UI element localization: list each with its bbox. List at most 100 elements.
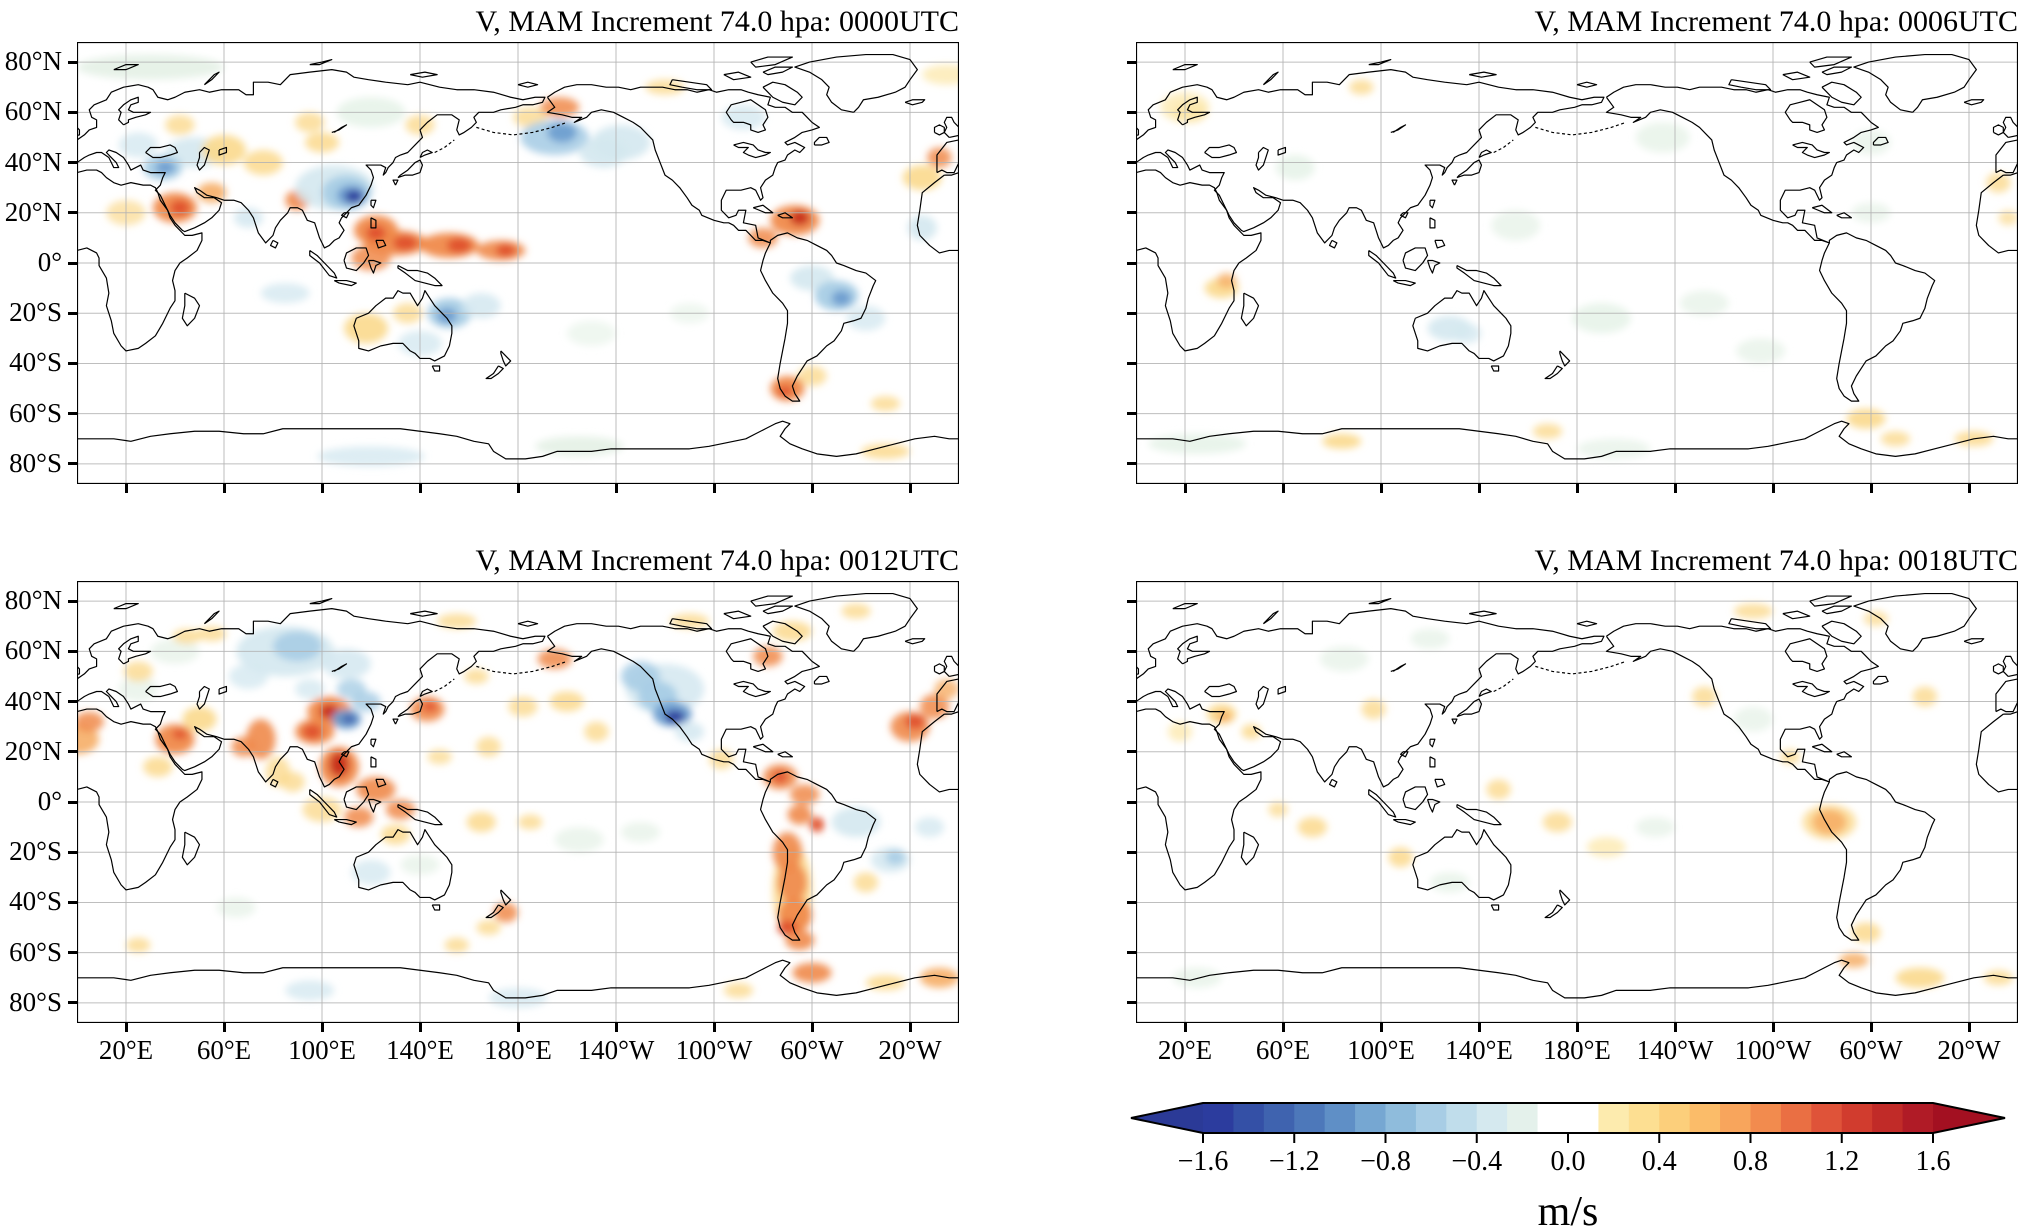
increment-field <box>77 603 959 1008</box>
lat-tick <box>68 110 77 114</box>
lon-tick <box>712 484 716 493</box>
lat-tick <box>1127 900 1136 904</box>
lat-tick <box>1127 361 1136 365</box>
lon-tick <box>810 1023 814 1032</box>
lon-tick <box>1967 484 1971 493</box>
colorbar-units-label: m/s <box>1537 1189 1599 1232</box>
lon-tick <box>516 1023 520 1032</box>
lat-tick-label: 60°S <box>9 397 62 428</box>
lat-tick <box>1127 750 1136 754</box>
world-map-0012utc <box>77 581 959 1023</box>
lon-tick <box>1673 484 1677 493</box>
lat-tick <box>68 261 77 265</box>
lon-tick <box>320 1023 324 1032</box>
lon-tick <box>516 484 520 493</box>
lon-tick <box>222 1023 226 1032</box>
lat-tick-label: 40°N <box>4 146 62 177</box>
lat-tick-label: 80°S <box>9 986 62 1017</box>
lon-tick-label: 20°W <box>878 1035 942 1065</box>
lon-tick <box>1771 1023 1775 1032</box>
lon-tick-label: 180°E <box>484 1035 552 1065</box>
world-map-0000utc <box>77 42 959 484</box>
lat-tick <box>1127 599 1136 603</box>
lat-tick <box>68 750 77 754</box>
lat-tick <box>68 649 77 653</box>
lat-tick <box>68 900 77 904</box>
colorbar-tick-label: 0.8 <box>1733 1146 1768 1177</box>
lon-tick <box>1477 1023 1481 1032</box>
coastlines <box>547 55 959 459</box>
lon-tick <box>1575 1023 1579 1032</box>
lat-tick-label: 20°N <box>4 735 62 766</box>
lat-tick <box>1127 412 1136 416</box>
coastlines <box>1606 55 2018 459</box>
lat-tick-label: 80°S <box>9 447 62 478</box>
world-map-0018utc <box>1136 581 2018 1023</box>
lat-tick <box>68 800 77 804</box>
colorbar <box>1128 1100 2010 1146</box>
world-map-0006utc <box>1136 42 2018 484</box>
lat-tick <box>68 161 77 165</box>
lat-tick-label: 0° <box>37 786 62 816</box>
colorbar-tick-label: 0.0 <box>1550 1146 1586 1177</box>
lat-tick-label: 60°S <box>9 936 62 967</box>
lon-tick <box>1379 484 1383 493</box>
colorbar-svg <box>1130 1102 2006 1143</box>
lon-tick-label: 100°W <box>1734 1035 1812 1065</box>
colorbar-right-arrow <box>1933 1103 2005 1133</box>
lat-tick <box>1127 110 1136 114</box>
lon-tick <box>1379 1023 1383 1032</box>
lon-tick <box>810 484 814 493</box>
lat-tick-label: 20°N <box>4 196 62 227</box>
colorbar-tick-label: −1.6 <box>1177 1146 1229 1177</box>
lat-tick <box>68 211 77 215</box>
lon-tick-label: 60°E <box>196 1035 252 1065</box>
lon-tick <box>1281 1023 1285 1032</box>
colorbar-tick-label: 1.6 <box>1915 1146 1951 1177</box>
lon-tick-label: 60°W <box>1839 1035 1903 1065</box>
colorbar-tick-label: −0.8 <box>1360 1146 1411 1177</box>
graticule <box>1136 581 2018 1023</box>
lat-tick <box>68 700 77 704</box>
lat-tick <box>68 951 77 955</box>
lat-tick <box>68 361 77 365</box>
lat-tick-label: 40°S <box>9 347 62 378</box>
lat-tick <box>68 412 77 416</box>
lon-tick <box>418 1023 422 1032</box>
lat-tick-label: 40°N <box>4 685 62 716</box>
lat-tick <box>1127 1001 1136 1005</box>
increment-field <box>1167 603 2014 988</box>
increment-field <box>1148 79 2018 459</box>
colorbar-tick-label: −1.2 <box>1268 1146 1320 1177</box>
lon-tick <box>614 1023 618 1032</box>
lon-tick-label: 60°W <box>780 1035 844 1065</box>
lon-tick <box>124 1023 128 1032</box>
lat-tick <box>1127 261 1136 265</box>
lat-tick-label: 40°S <box>9 886 62 917</box>
map-panel-0006utc <box>1136 42 2018 484</box>
map-panel-0018utc <box>1136 581 2018 1023</box>
lat-tick-label: 20°S <box>9 297 62 328</box>
lon-tick <box>1183 1023 1187 1032</box>
lon-tick <box>1673 1023 1677 1032</box>
panel-title-0006utc: V, MAM Increment 74.0 hpa: 0006UTC <box>1534 5 2018 38</box>
lon-tick-label: 60°E <box>1255 1035 1311 1065</box>
coastlines <box>1606 594 2018 998</box>
lon-tick-label: 100°W <box>675 1035 753 1065</box>
panel-title-0000utc: V, MAM Increment 74.0 hpa: 0000UTC <box>475 5 959 38</box>
lat-tick <box>1127 951 1136 955</box>
lon-tick <box>614 484 618 493</box>
lon-tick <box>1575 484 1579 493</box>
lat-tick <box>1127 462 1136 466</box>
lat-tick-label: 60°N <box>4 96 62 127</box>
lon-tick <box>1281 484 1285 493</box>
colorbar-tick-label: −0.4 <box>1451 1146 1503 1177</box>
lon-tick <box>320 484 324 493</box>
lat-tick <box>1127 60 1136 64</box>
lat-tick <box>68 599 77 603</box>
lat-tick <box>68 60 77 64</box>
lon-tick <box>712 1023 716 1032</box>
lat-tick <box>68 311 77 315</box>
lon-tick <box>124 484 128 493</box>
